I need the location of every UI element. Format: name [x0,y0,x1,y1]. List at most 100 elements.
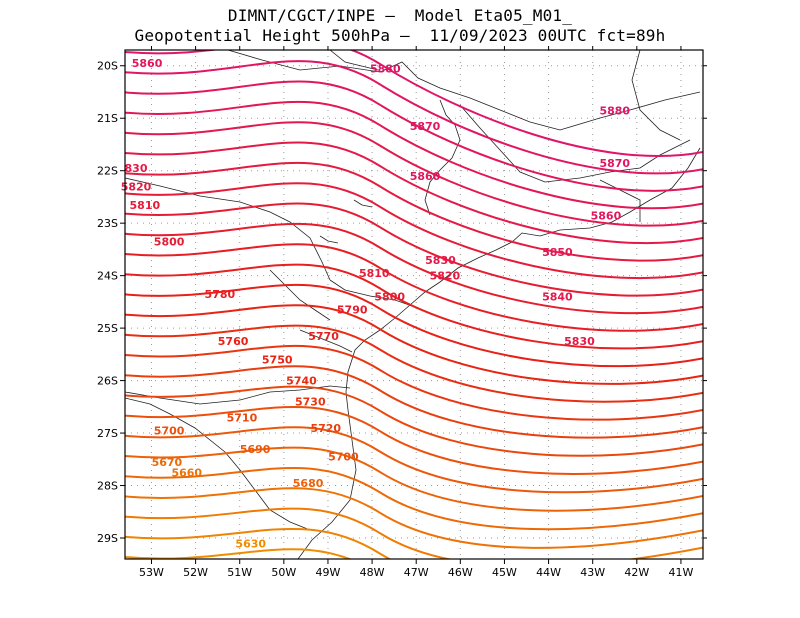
y-tick-label: 27S [97,427,118,440]
contour-line [125,446,703,512]
contour-label: 5700 [154,424,185,437]
contour-label: 5860 [132,57,163,70]
coastline-segment [227,50,701,131]
contour-line [125,263,703,350]
contour-line [125,60,703,175]
x-tick-label: 52W [183,566,208,579]
coastline-segment [269,269,331,321]
contour-line [125,121,703,227]
x-tick-label: 51W [227,566,252,579]
contour-label: 5760 [218,335,249,348]
contour-line [125,141,703,245]
contour-label: 5670 [152,456,183,469]
contour-label: 5770 [308,330,339,343]
contour-label: 5750 [262,354,293,367]
contour-label: 5870 [410,120,441,133]
contour-label: 5830 [425,254,456,267]
x-tick-label: 41W [669,566,694,579]
contour-label: 5720 [310,422,341,435]
coastline-segment [599,179,641,222]
x-tick-label: 46W [448,566,473,579]
contour-label: 5850 [542,246,573,259]
x-tick-label: 44W [536,566,561,579]
contour-label: 5680 [293,477,324,490]
axis-ticks: 53W 52W 51W 50W 49W 48W 47W 46W 45W 44W 43W 42W 41W 2… [97,46,707,579]
contour-line [125,243,703,332]
contour-line [125,487,703,549]
x-tick-label: 49W [316,566,341,579]
coastline-segment [329,279,413,307]
contour-label: 5740 [286,375,317,388]
contour-label: 5690 [240,443,271,456]
contour-label: 5810 [359,267,390,280]
coastline-segment [329,50,379,71]
contour-label: 5870 [599,157,630,170]
contour-line [125,405,703,475]
x-tick-label: 53W [139,566,164,579]
contour-line [125,365,703,439]
contour-label: 5700 [328,451,359,464]
map-frame [124,49,704,560]
contour-line [125,304,703,385]
contour-label: 5800 [154,236,185,249]
contour-line [125,161,703,262]
contour-label: 5730 [295,396,326,409]
contour-label: 5820 [121,180,152,193]
x-tick-label: 50W [271,566,296,579]
y-tick-label: 26S [97,375,118,388]
y-tick-label: 24S [97,270,118,283]
contour-line [125,182,703,280]
coastline-segment [125,385,351,405]
coastline-segment [299,329,353,353]
contour-line [125,80,703,192]
x-tick-label: 45W [492,566,517,579]
map-title-line1: DIMNT/CGCT/INPE – Model Eta05_M01_ [227,6,573,25]
contour-label: 5660 [171,466,202,479]
y-tick-label: 25S [97,322,118,335]
y-tick-label: 20S [97,60,118,73]
coastline-segment [125,177,331,281]
contour-line [125,344,703,421]
contour-line [125,467,703,531]
coastline-segment [631,50,681,141]
lat-lon-grid [125,50,703,559]
contour-label: 5830 [564,335,595,348]
coastline-segment [319,235,339,244]
contour-label: 830 [125,162,148,175]
contour-label: 5820 [430,270,461,283]
coastline-segment [297,147,701,559]
contour-line [125,283,703,368]
x-tick-label: 48W [360,566,385,579]
contour-line [125,548,353,559]
contour-label: 5790 [337,304,368,317]
coastline-segment [125,397,311,531]
contour-line [125,222,703,315]
contour-line [125,528,392,559]
x-tick-label: 42W [624,566,649,579]
contour-label: 5630 [235,537,266,550]
contour-line [125,385,703,457]
y-tick-label: 29S [97,532,118,545]
x-tick-label: 43W [580,566,605,579]
contour-label: 5860 [410,170,441,183]
contour-labels: 5860 5880 5880 5870 5870 5860 5860 830 5820 5810 5… [121,57,631,550]
contour-line [125,426,703,494]
contour-label: 5840 [542,291,573,304]
contour-line [125,202,703,297]
contour-label: 5860 [591,209,622,222]
contour-line [125,50,703,157]
contour-line [125,507,703,559]
map-title-line2: Geopotential Height 500hPa – 11/09/2023 … [134,26,666,45]
y-tick-label: 23S [97,217,118,230]
contour-label: 5800 [374,291,405,304]
contour-line [125,324,703,403]
coastline-segment [424,99,461,216]
contour-label: 5880 [599,104,630,117]
coastline-segment [353,199,373,208]
contour-label: 5710 [227,411,258,424]
contour-label: 5810 [130,199,161,212]
y-tick-label: 28S [97,480,118,493]
y-tick-label: 22S [97,165,118,178]
geopotential-contours [125,50,703,559]
